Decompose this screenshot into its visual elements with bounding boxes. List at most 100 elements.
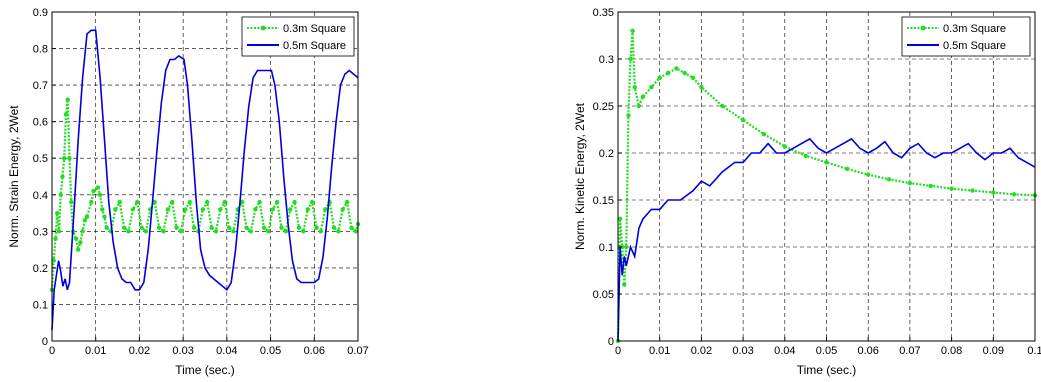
chart-0-x-tick-label: 0.02 — [129, 345, 150, 357]
chart-1-series-small-square-point — [628, 56, 633, 62]
chart-1-y-tick-label: 0.35 — [593, 7, 614, 19]
chart-0-series-small-square-point — [97, 192, 103, 197]
chart-0-series-small-square-point — [336, 229, 341, 234]
chart-1-series-small-square-point — [886, 177, 892, 182]
chart-1-series-small-square-point — [928, 183, 933, 189]
chart-0-series-small-square-point — [353, 229, 359, 234]
chart-0-series-small-square-point — [62, 156, 67, 161]
chart-1-y-axis-label: Norm. Kinetic Energy, 2Wet — [573, 102, 587, 250]
chart-1-legend-small-square-label: 0.3m Square — [943, 23, 1006, 35]
chart-1-series-small-square-point — [682, 70, 687, 76]
chart-1-series-small-square-point — [970, 188, 975, 193]
chart-0-series-small-square-point — [165, 207, 171, 212]
chart-0-series-small-square-point — [82, 218, 87, 223]
chart-0-y-tick-label: 0.9 — [33, 7, 48, 19]
chart-1-series-small-square-line — [616, 30, 1036, 342]
chart-1-series-small-square-point — [761, 132, 767, 137]
chart-0-series-large-square-line — [51, 29, 359, 331]
chart-0-series-small-square-point — [226, 225, 232, 230]
chart-0-series-small-square-point — [130, 207, 136, 212]
chart-0-series-small-square-point — [323, 207, 328, 212]
chart-0-series-small-square-point — [174, 225, 179, 230]
chart-0-series-small-square-point — [161, 229, 166, 234]
chart-1-series-small-square-point — [845, 166, 850, 172]
chart-0-y-tick-label: 0.7 — [33, 80, 48, 92]
chart-0-series-small-square-point — [95, 185, 101, 190]
chart-1-series-small-square-point — [907, 180, 913, 186]
chart-0-y-tick-label: 0.1 — [33, 299, 48, 311]
chart-0-legend-small-square-marker — [260, 25, 266, 31]
chart-0-series-small-square-point — [113, 207, 118, 212]
chart-0-series-small-square-point — [274, 199, 280, 205]
chart-0-series-small-square-point — [283, 229, 289, 234]
chart-1-x-tick-label: 0.06 — [857, 345, 878, 357]
chart-0-series-small-square-point — [178, 229, 184, 234]
chart-0-series-small-square-point — [104, 225, 109, 230]
chart-1-y-tick-label: 0 — [608, 336, 614, 348]
chart-1-series-small-square-point — [657, 75, 662, 81]
chart-0-y-axis-label: Norm. Strain Energy, 2Wet — [7, 105, 21, 248]
chart-1-series-small-square-point — [636, 103, 642, 109]
chart-0-series-small-square-point — [152, 199, 157, 205]
chart-0-series-small-square-point — [244, 225, 249, 230]
chart-0-series-small-square-point — [55, 210, 60, 216]
chart-0-series-small-square-point — [344, 199, 350, 205]
chart-0-series-small-square-point — [56, 229, 62, 234]
chart-1-series-small-square-point — [640, 94, 646, 99]
chart-1-y-tick-label: 0.2 — [599, 148, 614, 160]
chart-0-x-tick-label: 0.07 — [347, 345, 368, 357]
chart-1-x-tick-label: 0.04 — [774, 345, 795, 357]
chart-0-series-small-square-point — [239, 199, 245, 205]
chart-0-series-small-square-point — [65, 97, 70, 102]
chart-0-x-tick-label: 0.05 — [260, 345, 281, 357]
chart-1-series-small-square-point — [949, 186, 954, 191]
chart-1-series-small-square-point — [690, 75, 696, 81]
chart-0-series-small-square-point — [218, 207, 223, 212]
chart-1-y-tick-label: 0.3 — [599, 54, 614, 66]
chart-0-series-small-square-point — [288, 207, 293, 212]
chart-1-series-small-square-point — [991, 190, 996, 195]
chart-1-series-small-square-point — [617, 216, 623, 221]
chart-1-legend-large-square-label: 0.5m Square — [943, 40, 1006, 52]
chart-0-series-small-square-point — [209, 225, 214, 230]
chart-0-series-small-square-point — [257, 199, 262, 205]
chart-0-x-tick-label: 0.01 — [85, 345, 106, 357]
chart-0-series-small-square-point — [213, 229, 219, 234]
chart-0-y-tick-label: 0.8 — [33, 44, 48, 56]
chart-1-series-small-square-point — [632, 85, 637, 90]
chart-0-series-small-square-point — [266, 229, 271, 234]
chart-0-series-small-square-point — [121, 225, 127, 230]
chart-0-series-small-square-point — [143, 229, 149, 234]
chart-1-x-tick-label: 0.03 — [732, 345, 753, 357]
chart-1-series-small-square-point — [649, 85, 654, 90]
chart-1-series-small-square-point — [782, 144, 787, 149]
chart-1-series-small-square-point — [674, 66, 679, 71]
chart-0-series-small-square-point — [314, 225, 319, 230]
chart-1-series-small-square-point — [1011, 192, 1017, 197]
chart-1-y-tick-label: 0.15 — [593, 195, 614, 207]
chart-0-series-small-square-point — [84, 214, 90, 219]
chart-1-legend-box — [901, 16, 1031, 57]
chart-1-series-small-square-point — [665, 70, 671, 76]
chart-0-x-tick-label: 0 — [49, 345, 55, 357]
chart-0-y-tick-label: 0.3 — [33, 226, 48, 238]
chart-0-x-tick-label: 0.06 — [304, 345, 325, 357]
chart-0-series-small-square-point — [292, 199, 297, 205]
chart-0-series-small-square-point — [318, 229, 324, 234]
chart-0-x-tick-label: 0.04 — [216, 345, 237, 357]
chart-0-series-small-square-point — [331, 225, 337, 230]
chart-0-series-small-square-point — [231, 229, 236, 234]
chart-0-series-small-square-point — [349, 225, 354, 230]
chart-0-y-tick-label: 0 — [42, 336, 48, 348]
chart-0-series-small-square-point — [187, 199, 192, 205]
chart-0-series-small-square-point — [91, 188, 96, 194]
chart-1-series-small-square-point — [866, 172, 871, 177]
chart-0-series-small-square-point — [170, 199, 175, 205]
chart-1-y-tick-label: 0.25 — [593, 101, 614, 113]
chart-0-y-tick-label: 0.5 — [33, 153, 48, 165]
chart-0-series-small-square-point — [53, 236, 58, 241]
chart-1-series-small-square-point — [803, 153, 808, 159]
chart-1-x-tick-label: 0.08 — [941, 345, 962, 357]
chart-0-series-small-square-point — [204, 199, 210, 205]
